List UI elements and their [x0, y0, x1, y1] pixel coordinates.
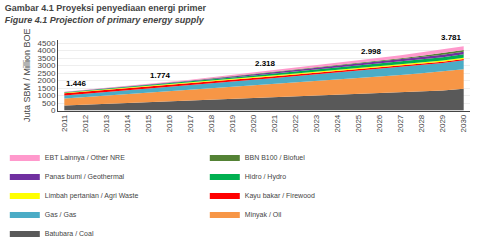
svg-text:2021: 2021: [270, 114, 279, 132]
svg-text:Kayu bakar / Firewood: Kayu bakar / Firewood: [245, 192, 315, 200]
svg-text:2011: 2011: [60, 114, 69, 132]
svg-text:1.446: 1.446: [66, 79, 87, 88]
svg-text:Hidro / Hydro: Hidro / Hydro: [245, 173, 286, 181]
svg-text:Batubara / Coal: Batubara / Coal: [45, 230, 94, 237]
svg-text:3000: 3000: [38, 61, 56, 70]
svg-text:1000: 1000: [38, 91, 56, 100]
svg-text:3500: 3500: [38, 54, 56, 63]
svg-text:2026: 2026: [375, 114, 384, 132]
svg-text:2000: 2000: [38, 76, 56, 85]
svg-text:2028: 2028: [417, 114, 426, 132]
svg-text:2020: 2020: [249, 114, 258, 132]
svg-text:2024: 2024: [333, 114, 342, 132]
svg-text:Limbah pertanian / Agri Waste: Limbah pertanian / Agri Waste: [45, 192, 139, 200]
svg-text:4000: 4000: [38, 46, 56, 55]
svg-text:1.774: 1.774: [150, 71, 171, 80]
svg-text:2013: 2013: [102, 114, 111, 132]
svg-text:2027: 2027: [396, 114, 405, 132]
svg-text:BBN B100 / Biofuel: BBN B100 / Biofuel: [245, 154, 305, 161]
svg-text:2019: 2019: [228, 114, 237, 132]
svg-text:1500: 1500: [38, 84, 56, 93]
svg-text:2017: 2017: [186, 114, 195, 132]
svg-text:Gambar 4.1 Proyeksi penyediaan: Gambar 4.1 Proyeksi penyediaan energi pr…: [5, 3, 207, 25]
svg-text:500: 500: [42, 99, 56, 108]
svg-text:0: 0: [51, 106, 56, 115]
svg-text:2018: 2018: [207, 114, 216, 132]
svg-text:2023: 2023: [312, 114, 321, 132]
svg-text:Minyak / Oil: Minyak / Oil: [245, 211, 282, 219]
svg-text:2030: 2030: [459, 114, 468, 132]
svg-text:2015: 2015: [144, 114, 153, 132]
svg-text:2012: 2012: [81, 114, 90, 132]
svg-text:EBT Lainnya / Other NRE: EBT Lainnya / Other NRE: [45, 154, 125, 162]
svg-text:Gas / Gas: Gas / Gas: [45, 211, 77, 218]
svg-text:3.781: 3.781: [441, 33, 462, 42]
svg-text:2025: 2025: [354, 114, 363, 132]
svg-text:2014: 2014: [123, 114, 132, 132]
svg-text:2.318: 2.318: [255, 59, 276, 68]
svg-text:Juta SBM / Million BOE: Juta SBM / Million BOE: [22, 28, 32, 122]
svg-text:2500: 2500: [38, 69, 56, 78]
svg-text:2016: 2016: [165, 114, 174, 132]
svg-text:4500: 4500: [38, 39, 56, 48]
svg-text:2.998: 2.998: [361, 47, 382, 56]
svg-text:Panas bumi / Geothermal: Panas bumi / Geothermal: [45, 173, 125, 180]
svg-text:2029: 2029: [438, 114, 447, 132]
svg-text:2022: 2022: [291, 114, 300, 132]
